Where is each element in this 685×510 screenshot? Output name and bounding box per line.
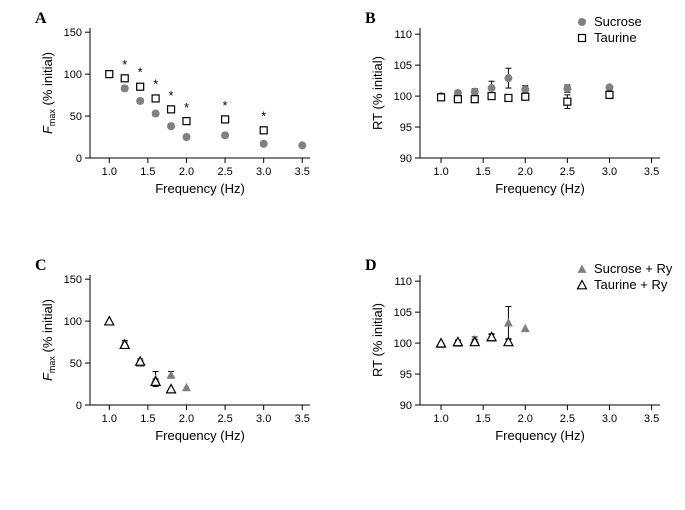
svg-text:90: 90 bbox=[400, 400, 412, 412]
ylabel: Fmax (% initial) bbox=[40, 52, 57, 134]
svg-text:3.0: 3.0 bbox=[256, 166, 271, 178]
xlabel: Frequency (Hz) bbox=[495, 181, 585, 196]
svg-text:3.5: 3.5 bbox=[644, 166, 659, 178]
svg-text:150: 150 bbox=[64, 27, 82, 39]
svg-text:1.0: 1.0 bbox=[433, 166, 448, 178]
panel-label-B: B bbox=[365, 10, 376, 27]
svg-text:100: 100 bbox=[64, 69, 82, 81]
series-sucrose_ry bbox=[105, 317, 191, 392]
panel-label-A: A bbox=[35, 10, 47, 27]
significance-mark: * bbox=[138, 65, 143, 80]
panel-label-C: C bbox=[35, 257, 47, 274]
svg-text:2.0: 2.0 bbox=[179, 413, 194, 425]
svg-text:3.5: 3.5 bbox=[644, 413, 659, 425]
svg-text:100: 100 bbox=[64, 316, 82, 328]
xlabel: Frequency (Hz) bbox=[155, 181, 245, 196]
ylabel: RT (% initial) bbox=[370, 303, 385, 377]
svg-text:2.0: 2.0 bbox=[179, 166, 194, 178]
ylabel: RT (% initial) bbox=[370, 56, 385, 130]
significance-mark: * bbox=[153, 76, 158, 91]
panel-A: 0 50 100 150 1.0 1.5 2.0 2.5 3.0 3.5 Frequency (Hz… bbox=[40, 27, 310, 196]
svg-text:110: 110 bbox=[394, 276, 412, 288]
legend-label: Taurine bbox=[594, 30, 637, 45]
significance-mark: * bbox=[223, 98, 228, 113]
significance-mark: * bbox=[184, 100, 189, 115]
svg-text:0: 0 bbox=[76, 400, 82, 412]
xlabel: Frequency (Hz) bbox=[155, 428, 245, 443]
significance-mark: * bbox=[261, 108, 266, 123]
xlabel: Frequency (Hz) bbox=[495, 428, 585, 443]
svg-text:100: 100 bbox=[394, 91, 412, 103]
svg-text:1.5: 1.5 bbox=[140, 166, 155, 178]
series-taurine_ry bbox=[437, 332, 513, 347]
svg-text:3.0: 3.0 bbox=[602, 166, 617, 178]
svg-text:90: 90 bbox=[400, 153, 412, 165]
svg-text:50: 50 bbox=[70, 111, 82, 123]
svg-text:95: 95 bbox=[400, 122, 412, 134]
svg-text:95: 95 bbox=[400, 369, 412, 381]
chart-svg: A 0 50 100 150 1.0 1.5 2.0 2.5 3.0 3.5 Frequency (H… bbox=[0, 0, 685, 505]
svg-text:2.0: 2.0 bbox=[518, 413, 533, 425]
svg-text:2.5: 2.5 bbox=[217, 413, 232, 425]
svg-text:105: 105 bbox=[394, 307, 412, 319]
svg-text:1.5: 1.5 bbox=[476, 166, 491, 178]
series-sucrose bbox=[105, 70, 306, 149]
significance-mark: * bbox=[169, 88, 174, 103]
panel-B: 90 95 100 105 110 1.0 1.5 2.0 2.5 3.0 3.5 Frequency… bbox=[370, 14, 660, 196]
svg-text:2.5: 2.5 bbox=[560, 413, 575, 425]
ylabel: Fmax (% initial) bbox=[40, 299, 57, 381]
svg-text:1.5: 1.5 bbox=[476, 413, 491, 425]
svg-text:2.5: 2.5 bbox=[560, 166, 575, 178]
svg-text:105: 105 bbox=[394, 60, 412, 72]
svg-text:0: 0 bbox=[76, 153, 82, 165]
svg-text:3.5: 3.5 bbox=[295, 166, 310, 178]
svg-text:150: 150 bbox=[64, 274, 82, 286]
panel-D: 90 95 100 105 110 1.0 1.5 2.0 2.5 3.0 3.5 Frequency… bbox=[370, 261, 673, 443]
svg-text:3.5: 3.5 bbox=[295, 413, 310, 425]
series-sucrose_ry bbox=[437, 307, 530, 349]
svg-text:1.5: 1.5 bbox=[140, 413, 155, 425]
svg-text:1.0: 1.0 bbox=[102, 413, 117, 425]
svg-text:50: 50 bbox=[70, 358, 82, 370]
svg-text:100: 100 bbox=[394, 338, 412, 350]
svg-text:1.0: 1.0 bbox=[102, 166, 117, 178]
panel-label-D: D bbox=[365, 257, 377, 274]
series-taurine bbox=[438, 91, 613, 108]
figure: { "figure": { "width": 685, "height": 50… bbox=[0, 0, 685, 505]
significance-mark: * bbox=[122, 57, 127, 72]
svg-text:2.5: 2.5 bbox=[217, 166, 232, 178]
panel-C: 0 50 100 150 1.0 1.5 2.0 2.5 3.0 3.5 Frequency (Hz… bbox=[40, 274, 310, 443]
svg-text:3.0: 3.0 bbox=[602, 413, 617, 425]
legend-label: Sucrose + Ry bbox=[594, 261, 673, 276]
svg-text:2.0: 2.0 bbox=[518, 166, 533, 178]
svg-text:110: 110 bbox=[394, 29, 412, 41]
legend-label: Sucrose bbox=[594, 14, 642, 29]
svg-text:3.0: 3.0 bbox=[256, 413, 271, 425]
svg-text:1.0: 1.0 bbox=[433, 413, 448, 425]
series-taurine_ry bbox=[105, 317, 176, 393]
legend-label: Taurine + Ry bbox=[594, 277, 668, 292]
